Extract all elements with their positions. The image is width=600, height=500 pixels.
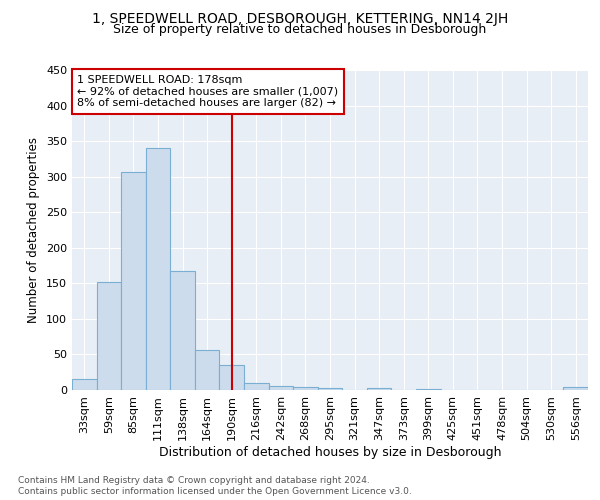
Text: Contains HM Land Registry data © Crown copyright and database right 2024.: Contains HM Land Registry data © Crown c… — [18, 476, 370, 485]
Bar — [269, 386, 293, 390]
Y-axis label: Number of detached properties: Number of detached properties — [28, 137, 40, 323]
Bar — [195, 350, 220, 390]
Bar — [146, 148, 170, 390]
Bar — [121, 172, 146, 390]
Text: Contains public sector information licensed under the Open Government Licence v3: Contains public sector information licen… — [18, 487, 412, 496]
Bar — [72, 380, 97, 390]
Bar — [318, 388, 342, 390]
Bar — [416, 388, 440, 390]
Bar — [170, 271, 195, 390]
X-axis label: Distribution of detached houses by size in Desborough: Distribution of detached houses by size … — [159, 446, 501, 458]
Bar — [220, 365, 244, 390]
Text: 1, SPEEDWELL ROAD, DESBOROUGH, KETTERING, NN14 2JH: 1, SPEEDWELL ROAD, DESBOROUGH, KETTERING… — [92, 12, 508, 26]
Bar — [97, 282, 121, 390]
Text: Size of property relative to detached houses in Desborough: Size of property relative to detached ho… — [113, 22, 487, 36]
Bar — [293, 387, 318, 390]
Text: 1 SPEEDWELL ROAD: 178sqm
← 92% of detached houses are smaller (1,007)
8% of semi: 1 SPEEDWELL ROAD: 178sqm ← 92% of detach… — [77, 75, 338, 108]
Bar — [244, 383, 269, 390]
Bar — [367, 388, 391, 390]
Bar — [563, 387, 588, 390]
